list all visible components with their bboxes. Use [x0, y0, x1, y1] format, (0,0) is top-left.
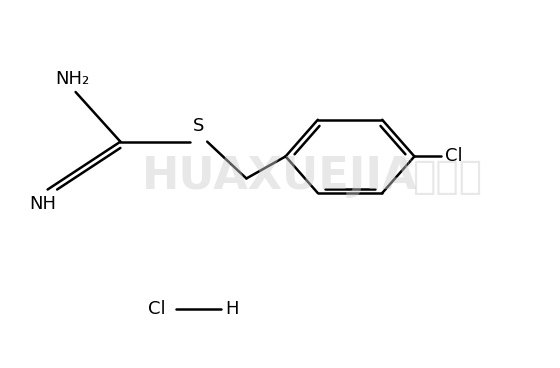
Text: Cl: Cl: [445, 148, 463, 165]
Text: HUAXUEJIA: HUAXUEJIA: [142, 155, 418, 198]
Text: 化学加: 化学加: [412, 158, 482, 196]
Text: NH₂: NH₂: [55, 70, 90, 88]
Text: H: H: [226, 300, 239, 318]
Text: ®: ®: [400, 157, 413, 170]
Text: S: S: [193, 117, 204, 135]
Text: Cl: Cl: [148, 300, 166, 318]
Text: NH: NH: [30, 195, 57, 212]
